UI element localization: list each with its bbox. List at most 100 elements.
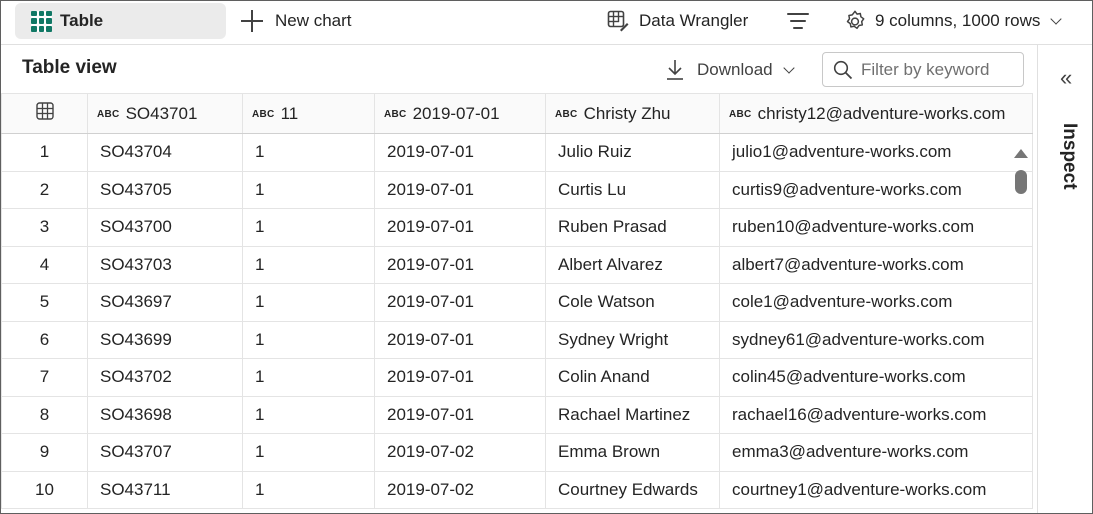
table-cell[interactable]: Curtis Lu [545, 170, 720, 209]
column-header[interactable]: ABC christy12@adventure-works.com [719, 93, 1033, 134]
table-cell[interactable]: 2019-07-01 [374, 208, 546, 247]
row-index: 4 [1, 245, 88, 284]
new-chart-button[interactable]: New chart [241, 3, 352, 39]
column-header-label: SO43701 [125, 103, 198, 123]
table-cell[interactable]: Rachael Martinez [545, 395, 720, 434]
data-table-container: ABC SO43701 ABC 11 ABC 2019-07-01 ABC Christ… [1, 93, 1037, 513]
table-view-header: Table view Download [1, 45, 1037, 93]
table-cell[interactable]: 2019-07-02 [374, 470, 546, 509]
table-cell[interactable]: cole1@adventure-works.com [719, 283, 1033, 322]
select-all-header[interactable] [1, 93, 88, 134]
table-cell[interactable]: Cole Watson [545, 283, 720, 322]
filter-search-box[interactable] [822, 52, 1024, 87]
table-cell[interactable]: albert7@adventure-works.com [719, 245, 1033, 284]
table-cell[interactable]: SO43707 [87, 433, 243, 472]
table-cell[interactable]: 1 [242, 283, 375, 322]
table-cell[interactable]: SO43698 [87, 395, 243, 434]
table-cell[interactable]: Sydney Wright [545, 320, 720, 359]
scroll-up-arrow-icon[interactable] [1014, 149, 1028, 158]
filter-input[interactable] [861, 59, 1011, 80]
column-header[interactable]: ABC SO43701 [87, 93, 243, 134]
top-toolbar: Table New chart Data Wrangler [1, 1, 1092, 45]
table-cell[interactable]: courtney1@adventure-works.com [719, 470, 1033, 509]
collapse-panel-icon[interactable]: « [1060, 65, 1073, 90]
filter-lines-icon[interactable] [787, 12, 809, 30]
table-cell[interactable]: 1 [242, 133, 375, 172]
table-cell[interactable]: curtis9@adventure-works.com [719, 170, 1033, 209]
column-header[interactable]: ABC 11 [242, 93, 375, 134]
table-grid-icon [31, 10, 52, 32]
row-index: 1 [1, 133, 88, 172]
table-cell[interactable]: 1 [242, 470, 375, 509]
chevron-down-icon [1050, 12, 1063, 25]
table-cell[interactable]: SO43702 [87, 358, 243, 397]
table-cell[interactable]: 2019-07-01 [374, 358, 546, 397]
row-index: 6 [1, 320, 88, 359]
table-cell[interactable]: 1 [242, 245, 375, 284]
table-row: 10 SO43711 1 2019-07-02 Courtney Edwards… [1, 470, 1033, 509]
table-cell[interactable]: SO43703 [87, 245, 243, 284]
table-cell[interactable]: 1 [242, 170, 375, 209]
download-icon [667, 60, 683, 80]
string-type-badge: ABC [729, 108, 752, 120]
tab-table[interactable]: Table [15, 3, 226, 39]
columns-info-dropdown[interactable]: 9 columns, 1000 rows [843, 3, 1063, 39]
table-body: 1 SO43704 1 2019-07-01 Julio Ruiz julio1… [1, 133, 1033, 509]
table-cell[interactable]: Albert Alvarez [545, 245, 720, 284]
table-cell[interactable]: sydney61@adventure-works.com [719, 320, 1033, 359]
table-row: 9 SO43707 1 2019-07-02 Emma Brown emma3@… [1, 433, 1033, 472]
table-cell[interactable]: 2019-07-01 [374, 133, 546, 172]
table-row: 6 SO43699 1 2019-07-01 Sydney Wright syd… [1, 320, 1033, 359]
columns-info-label: 9 columns, 1000 rows [875, 11, 1041, 30]
table-cell[interactable]: Courtney Edwards [545, 470, 720, 509]
scrollbar-thumb[interactable] [1015, 170, 1027, 194]
string-type-badge: ABC [555, 108, 578, 120]
column-header-label: 2019-07-01 [412, 103, 500, 123]
table-cell[interactable]: emma3@adventure-works.com [719, 433, 1033, 472]
table-cell[interactable]: SO43704 [87, 133, 243, 172]
table-cell[interactable]: Ruben Prasad [545, 208, 720, 247]
table-row: 7 SO43702 1 2019-07-01 Colin Anand colin… [1, 358, 1033, 397]
table-cell[interactable]: SO43711 [87, 470, 243, 509]
column-header[interactable]: ABC Christy Zhu [545, 93, 720, 134]
table-cell[interactable]: 2019-07-01 [374, 170, 546, 209]
table-cell[interactable]: julio1@adventure-works.com [719, 133, 1033, 172]
table-cell[interactable]: 1 [242, 433, 375, 472]
table-cell[interactable]: ruben10@adventure-works.com [719, 208, 1033, 247]
data-table: ABC SO43701 ABC 11 ABC 2019-07-01 ABC Christ… [1, 93, 1033, 509]
table-cell[interactable]: 2019-07-02 [374, 433, 546, 472]
table-grid-icon [35, 102, 54, 120]
row-index: 3 [1, 208, 88, 247]
table-cell[interactable]: Julio Ruiz [545, 133, 720, 172]
table-cell[interactable]: 1 [242, 395, 375, 434]
plus-icon [241, 10, 263, 32]
table-cell[interactable]: 2019-07-01 [374, 320, 546, 359]
inspect-tab[interactable]: Inspect [1052, 123, 1082, 223]
table-cell[interactable]: SO43697 [87, 283, 243, 322]
row-index: 7 [1, 358, 88, 397]
vertical-scrollbar[interactable] [1010, 135, 1032, 513]
data-wrangler-button[interactable]: Data Wrangler [607, 3, 748, 39]
table-cell[interactable]: rachael16@adventure-works.com [719, 395, 1033, 434]
table-cell[interactable]: 2019-07-01 [374, 245, 546, 284]
table-cell[interactable]: colin45@adventure-works.com [719, 358, 1033, 397]
tab-table-label: Table [60, 11, 104, 30]
table-cell[interactable]: 2019-07-01 [374, 395, 546, 434]
column-header-label: Christy Zhu [583, 103, 671, 123]
table-cell[interactable]: Emma Brown [545, 433, 720, 472]
table-row: 5 SO43697 1 2019-07-01 Cole Watson cole1… [1, 283, 1033, 322]
inspect-panel: « Inspect [1037, 45, 1092, 513]
download-button[interactable]: Download [665, 57, 795, 83]
table-cell[interactable]: 1 [242, 208, 375, 247]
table-cell[interactable]: 1 [242, 358, 375, 397]
table-cell[interactable]: SO43700 [87, 208, 243, 247]
column-header[interactable]: ABC 2019-07-01 [374, 93, 546, 134]
table-cell[interactable]: Colin Anand [545, 358, 720, 397]
data-wrangler-icon [607, 10, 629, 32]
table-cell[interactable]: 1 [242, 320, 375, 359]
table-cell[interactable]: SO43699 [87, 320, 243, 359]
table-cell[interactable]: SO43705 [87, 170, 243, 209]
table-cell[interactable]: 2019-07-01 [374, 283, 546, 322]
row-index: 5 [1, 283, 88, 322]
